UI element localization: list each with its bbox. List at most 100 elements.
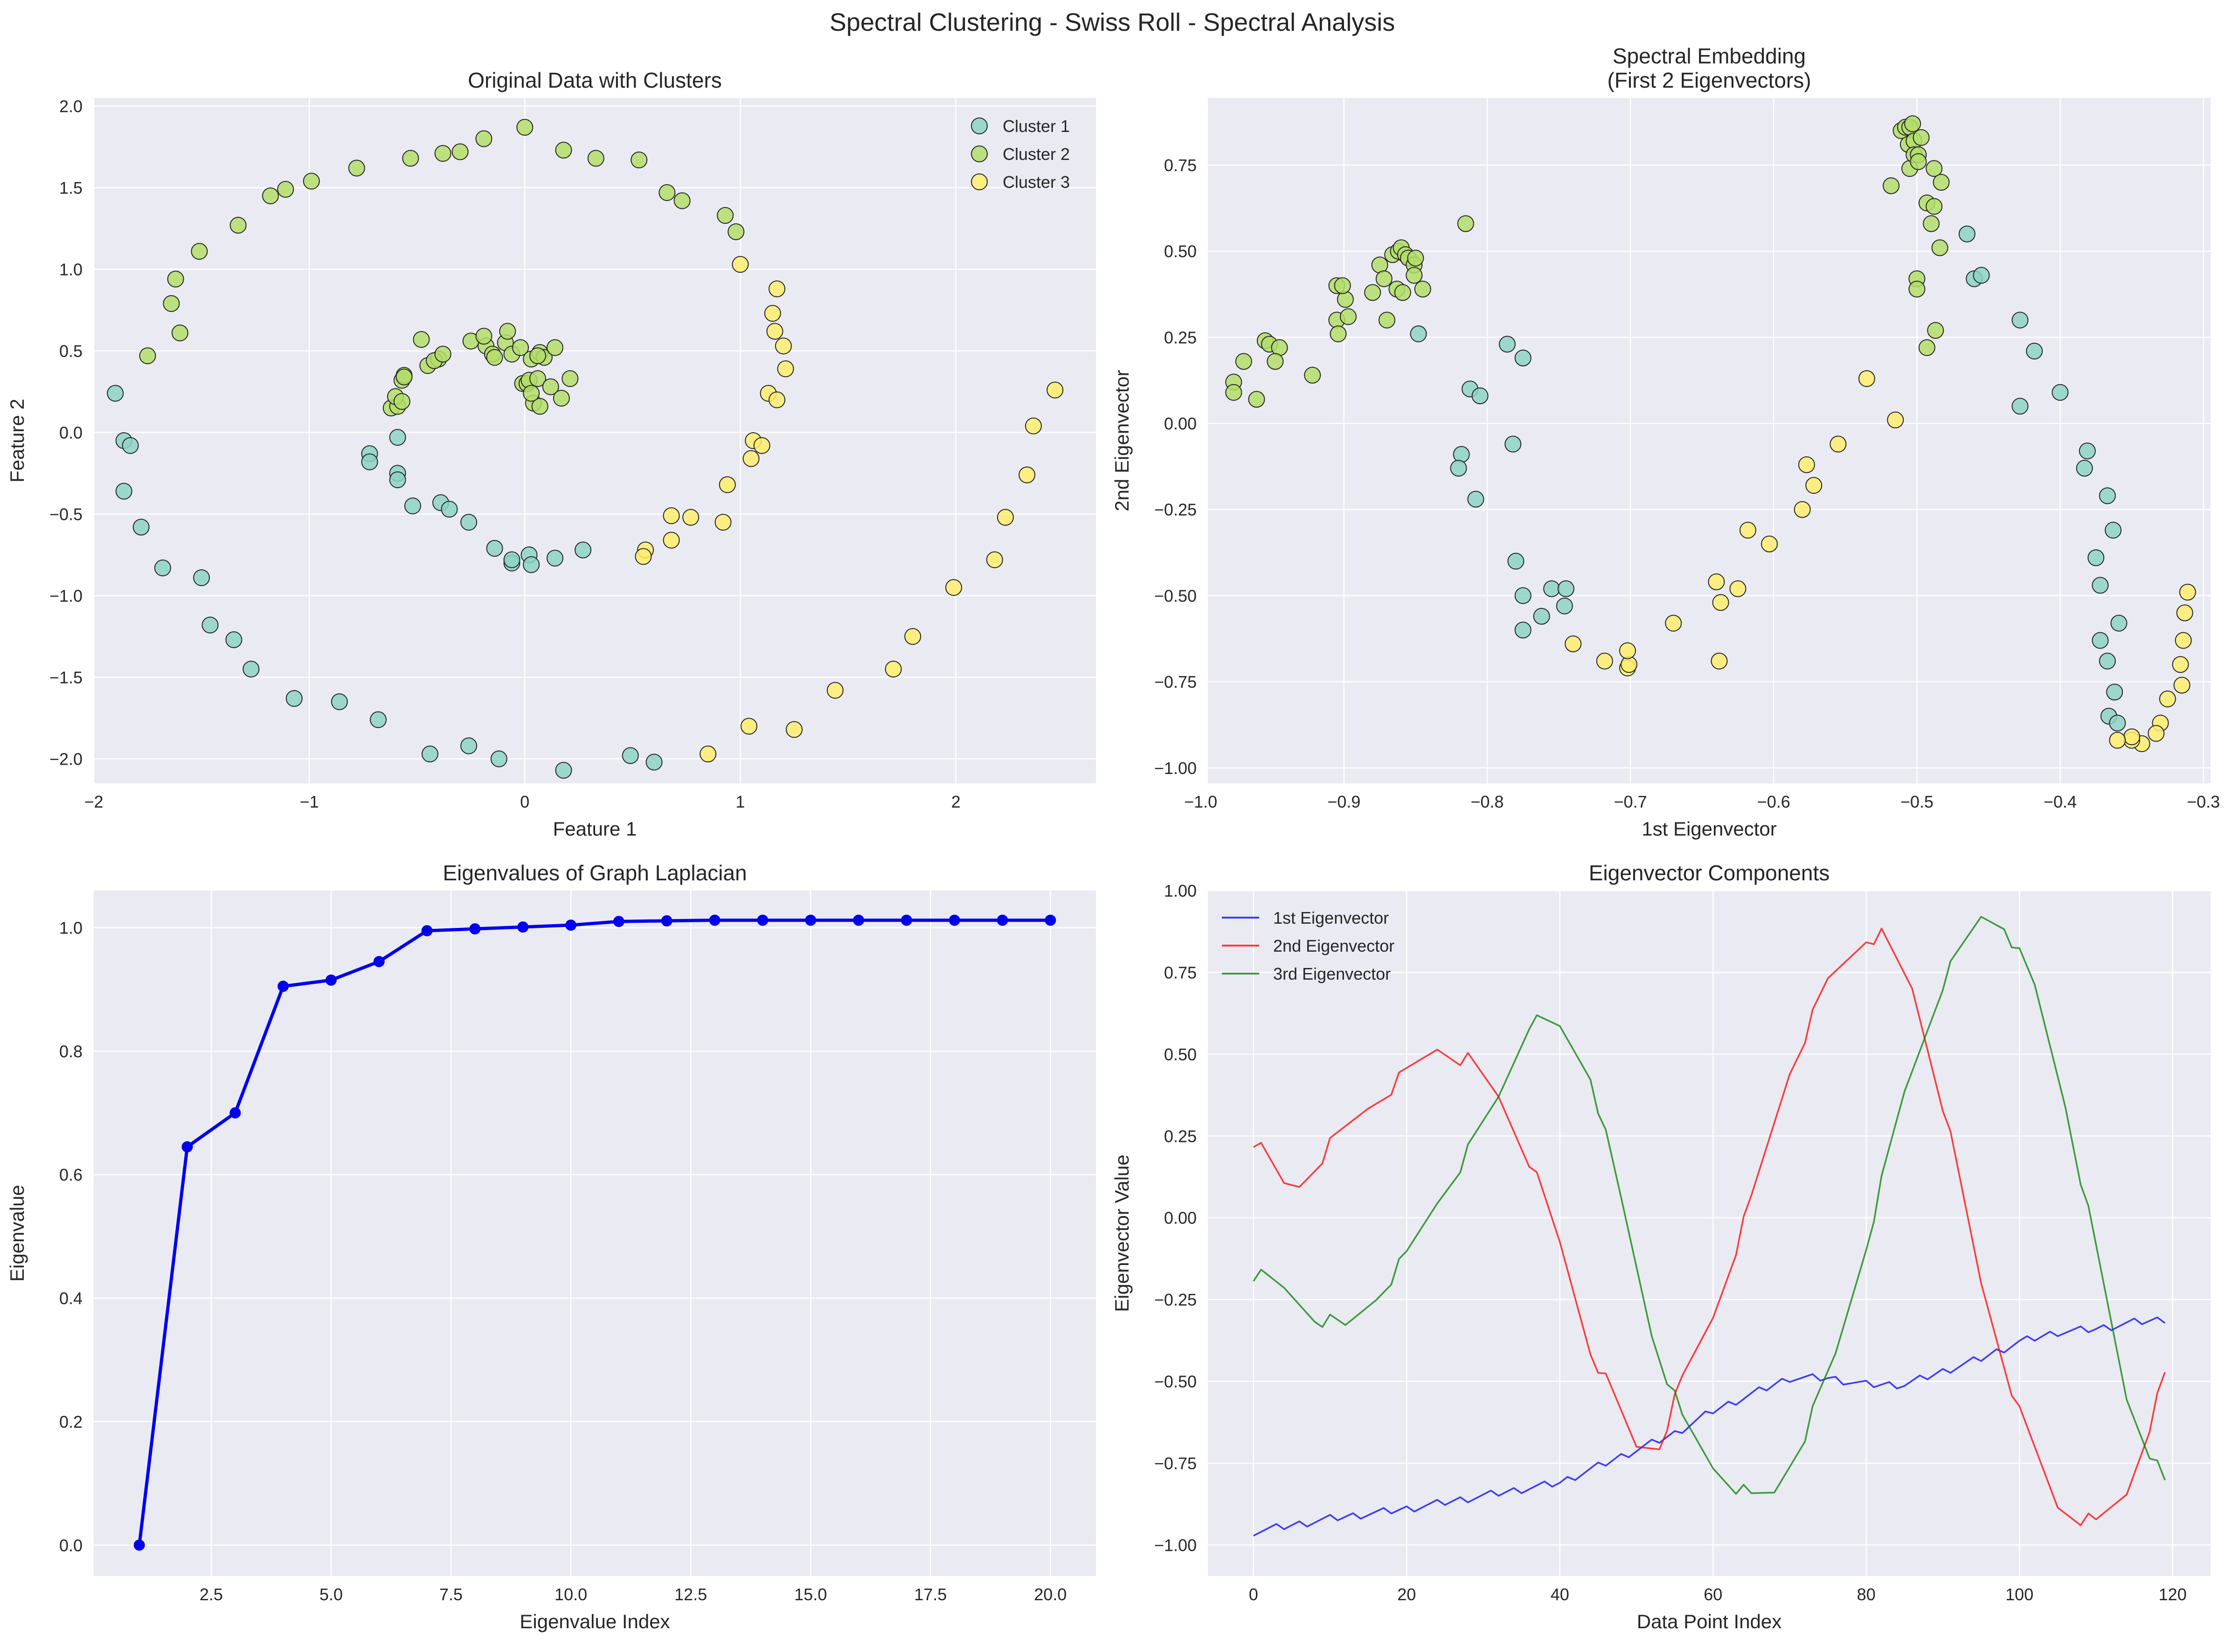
data-point-cluster-3 xyxy=(769,391,786,408)
data-point-cluster-1 xyxy=(645,753,663,771)
x-tick-label: −0.9 xyxy=(1327,792,1360,811)
data-point-cluster-1 xyxy=(154,560,171,576)
plot-area xyxy=(1208,98,2211,783)
x-tick-label: 20 xyxy=(1397,1585,1416,1604)
y-tick-label: 0.2 xyxy=(59,1412,83,1431)
eigenvalue-marker xyxy=(133,1539,145,1551)
eigenvalue-marker xyxy=(277,981,289,992)
y-tick-label: −2.0 xyxy=(49,750,83,769)
data-point-cluster-2 xyxy=(1913,129,1930,146)
data-point-cluster-1 xyxy=(1514,349,1532,366)
y-tick-label: −0.5 xyxy=(49,505,83,524)
x-tick-label: 17.5 xyxy=(914,1585,947,1604)
data-point-cluster-2 xyxy=(163,295,180,312)
data-point-cluster-3 xyxy=(826,682,844,699)
x-tick-label: −0.6 xyxy=(1757,792,1790,811)
y-tick-label: 1.0 xyxy=(59,260,83,279)
data-point-cluster-1 xyxy=(370,711,387,728)
data-point-cluster-2 xyxy=(1394,284,1411,301)
data-point-cluster-2 xyxy=(402,150,419,167)
data-point-cluster-3 xyxy=(753,437,770,454)
data-point-cluster-1 xyxy=(1533,608,1550,625)
data-point-cluster-1 xyxy=(2011,398,2029,415)
data-point-cluster-3 xyxy=(775,338,792,354)
data-point-cluster-1 xyxy=(1556,597,1573,615)
data-point-cluster-2 xyxy=(451,143,469,160)
plot-eigenvalues: 2.5 5.0 7.5 10.0 12.5 15.0 17.5 20.0 0.0 0.2 0.4 0.… xyxy=(6,861,1096,1632)
data-point-cluster-2 xyxy=(1364,284,1381,301)
y-tick-label: 0.8 xyxy=(59,1042,83,1061)
x-tick-label: 40 xyxy=(1551,1585,1569,1604)
data-point-cluster-3 xyxy=(1729,580,1747,597)
data-point-cluster-2 xyxy=(717,207,734,224)
eigenvalue-marker xyxy=(517,921,529,933)
data-point-cluster-3 xyxy=(1047,381,1064,399)
data-point-cluster-2 xyxy=(475,130,492,147)
data-point-cluster-2 xyxy=(1407,249,1424,267)
data-point-cluster-1 xyxy=(2079,442,2096,460)
data-point-cluster-3 xyxy=(719,476,736,493)
data-point-cluster-1 xyxy=(389,471,406,488)
eigenvalue-marker xyxy=(613,916,624,927)
data-point-cluster-3 xyxy=(1596,652,1613,670)
x-tick-label: 12.5 xyxy=(674,1585,707,1604)
y-tick-label: −0.50 xyxy=(1154,1372,1197,1391)
data-point-cluster-2 xyxy=(1457,215,1474,232)
eigenvalue-marker xyxy=(181,1141,193,1153)
y-axis-label: Eigenvector Value xyxy=(1111,1154,1133,1312)
eigenvalue-marker xyxy=(373,956,385,968)
data-point-cluster-3 xyxy=(663,532,680,549)
data-point-cluster-1 xyxy=(1543,580,1560,597)
data-point-cluster-2 xyxy=(1340,308,1357,325)
data-point-cluster-2 xyxy=(434,346,451,363)
data-point-cluster-2 xyxy=(1334,277,1351,294)
x-tick-label: 80 xyxy=(1857,1585,1876,1604)
data-point-cluster-2 xyxy=(523,385,540,402)
data-point-cluster-2 xyxy=(529,370,547,387)
data-point-cluster-3 xyxy=(769,280,786,297)
legend-marker xyxy=(971,118,988,134)
eigenvalue-line xyxy=(138,919,1051,1546)
data-point-cluster-1 xyxy=(2076,460,2093,477)
data-point-cluster-2 xyxy=(1375,270,1393,287)
data-point-cluster-3 xyxy=(732,256,749,273)
y-tick-label: 0.6 xyxy=(59,1165,83,1184)
data-point-cluster-1 xyxy=(225,631,243,648)
data-point-cluster-2 xyxy=(1414,280,1431,297)
data-point-cluster-3 xyxy=(885,661,902,677)
data-point-cluster-2 xyxy=(1304,366,1321,384)
y-tick-label: 0.5 xyxy=(59,342,83,361)
y-tick-label: 0.50 xyxy=(1164,1045,1197,1064)
data-point-cluster-1 xyxy=(132,518,150,536)
x-tick-label: 0 xyxy=(1249,1585,1258,1604)
y-tick-label: 1.00 xyxy=(1164,881,1197,900)
data-point-cluster-2 xyxy=(277,181,294,198)
plot-area xyxy=(94,891,1096,1576)
data-point-cluster-3 xyxy=(945,579,962,596)
x-tick-label: 2.5 xyxy=(200,1585,223,1604)
x-tick-label: −1 xyxy=(300,792,319,811)
x-tick-label: −0.7 xyxy=(1614,792,1647,811)
data-point-cluster-1 xyxy=(2110,615,2128,632)
y-tick-label: 0.00 xyxy=(1164,1209,1197,1228)
data-point-cluster-3 xyxy=(2173,677,2190,694)
data-point-cluster-3 xyxy=(1619,642,1636,659)
x-tick-label: 120 xyxy=(2159,1585,2187,1604)
data-point-cluster-1 xyxy=(575,541,592,559)
data-point-cluster-3 xyxy=(1805,477,1823,494)
data-point-cluster-2 xyxy=(348,159,365,177)
data-point-cluster-1 xyxy=(1507,553,1525,570)
data-point-cluster-2 xyxy=(1931,239,1948,256)
eigenvalue-marker xyxy=(229,1107,241,1119)
data-point-cluster-2 xyxy=(1406,267,1423,284)
data-point-cluster-2 xyxy=(393,393,410,410)
eigenvalue-marker xyxy=(325,975,337,986)
data-point-cluster-3 xyxy=(2109,732,2126,749)
x-tick-label: 60 xyxy=(1704,1585,1722,1604)
data-point-cluster-1 xyxy=(1410,325,1427,343)
data-point-cluster-2 xyxy=(1330,325,1347,343)
data-point-cluster-2 xyxy=(395,368,413,386)
data-point-cluster-3 xyxy=(986,551,1003,568)
data-point-cluster-3 xyxy=(764,305,781,322)
data-point-cluster-3 xyxy=(700,746,717,762)
